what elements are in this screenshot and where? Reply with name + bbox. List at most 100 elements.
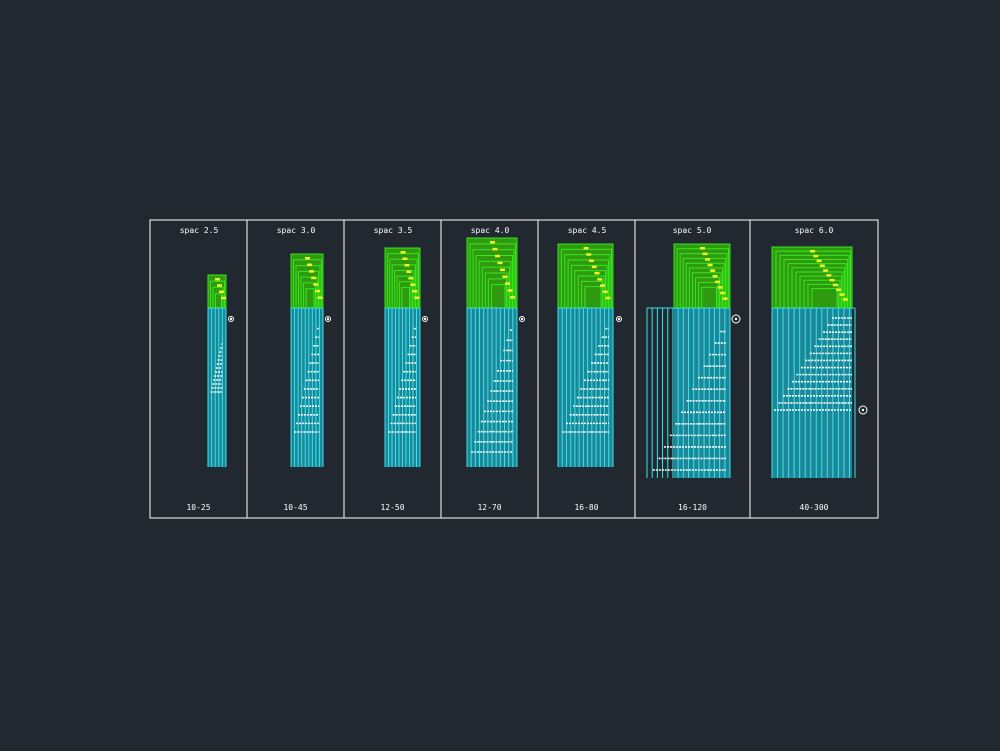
green-step-line	[384, 247, 421, 308]
green-step-line	[771, 246, 853, 308]
green-step-line	[303, 282, 316, 308]
green-step-line	[567, 259, 609, 308]
yellow-mark	[583, 247, 589, 250]
panel-range-label: 16-80	[574, 503, 598, 512]
yellow-mark	[586, 253, 592, 256]
marker-dot	[734, 317, 738, 321]
panel-title: spac 6.0	[795, 226, 834, 235]
green-step-line	[386, 253, 419, 308]
stair-drawing	[771, 246, 868, 478]
panel-title: spac 2.5	[180, 226, 219, 235]
panel-range-label: 40-300	[800, 503, 829, 512]
green-step-line	[799, 275, 842, 308]
panel-range-label: 10-25	[186, 503, 210, 512]
yellow-mark	[219, 290, 225, 293]
green-step-line	[698, 281, 719, 308]
green-step-line	[214, 293, 222, 308]
yellow-mark	[408, 277, 414, 280]
panel-title: spac 4.0	[471, 226, 510, 235]
marker-dot	[617, 317, 621, 321]
panel-title: spac 4.5	[568, 226, 607, 235]
green-step-line	[570, 264, 608, 308]
stair-drawing	[557, 243, 622, 467]
yellow-mark	[505, 282, 510, 285]
green-step-line	[305, 288, 315, 308]
yellow-mark	[510, 296, 515, 299]
stair-drawing	[290, 253, 331, 467]
green-step-line	[673, 243, 731, 308]
green-step-line	[584, 286, 602, 308]
marker-circle	[422, 316, 428, 322]
yellow-mark	[400, 251, 406, 254]
yellow-mark	[826, 274, 832, 277]
green-step-line	[807, 283, 839, 308]
yellow-mark	[406, 270, 412, 273]
yellow-mark	[722, 297, 728, 300]
marker-circle	[616, 316, 622, 322]
yellow-mark	[836, 288, 842, 292]
yellow-mark	[307, 263, 313, 267]
yellow-mark	[605, 296, 611, 300]
green-step-line	[290, 253, 324, 308]
yellow-mark	[702, 252, 708, 256]
yellow-mark	[813, 254, 819, 258]
panel-range-label: 12-70	[477, 503, 501, 512]
panel-range-label: 12-50	[380, 503, 404, 512]
yellow-mark	[720, 291, 726, 295]
green-step-line	[685, 262, 725, 308]
yellow-mark	[410, 283, 416, 286]
marker-dot	[520, 317, 524, 321]
yellow-mark	[594, 271, 600, 275]
yellow-mark	[705, 258, 711, 261]
green-step-line	[398, 281, 412, 308]
marker-circle	[519, 316, 525, 322]
stair-drawing	[384, 247, 428, 467]
yellow-mark	[839, 293, 845, 296]
green-step-line	[695, 277, 720, 308]
green-step-line	[783, 258, 848, 308]
yellow-mark	[217, 284, 223, 287]
yellow-mark	[600, 284, 605, 287]
panel-drawings	[207, 237, 868, 478]
green-step-line	[394, 270, 415, 308]
green-step-line	[795, 271, 844, 308]
yellow-mark	[221, 296, 227, 300]
yellow-mark	[317, 296, 323, 299]
yellow-mark	[589, 259, 594, 262]
cyan-zone	[674, 308, 730, 478]
yellow-mark	[495, 254, 500, 258]
stair-drawing	[466, 237, 525, 467]
marker-dot	[229, 317, 233, 321]
green-step-line	[811, 288, 838, 308]
yellow-mark	[500, 268, 505, 272]
green-step-line	[787, 263, 847, 308]
yellow-mark	[215, 278, 220, 281]
yellow-mark	[829, 278, 835, 282]
green-step-line	[466, 237, 518, 308]
green-step-line	[791, 267, 845, 308]
panel-range-label: 16-120	[678, 503, 707, 512]
green-step-line	[401, 286, 410, 308]
green-step-line	[209, 280, 225, 308]
yellow-mark	[602, 290, 608, 294]
green-step-line	[478, 260, 512, 308]
green-step-line	[701, 286, 717, 308]
yellow-mark	[490, 241, 495, 244]
marker-circle	[858, 405, 868, 415]
yellow-mark	[507, 289, 513, 292]
marker-dot	[423, 317, 427, 321]
green-step-line	[557, 243, 614, 308]
yellow-mark	[823, 269, 829, 272]
yellow-mark	[717, 286, 723, 289]
yellow-mark	[305, 257, 310, 260]
stair-drawing	[207, 274, 234, 467]
panel-title: spac 3.0	[277, 226, 316, 235]
yellow-mark	[311, 276, 317, 280]
yellow-mark	[414, 296, 420, 299]
cyan-zone	[208, 308, 226, 467]
outer-frame	[149, 219, 879, 519]
yellow-mark	[309, 270, 315, 273]
green-step-line	[574, 270, 606, 308]
green-step-line	[475, 255, 513, 308]
panel-title: spac 3.5	[374, 226, 413, 235]
